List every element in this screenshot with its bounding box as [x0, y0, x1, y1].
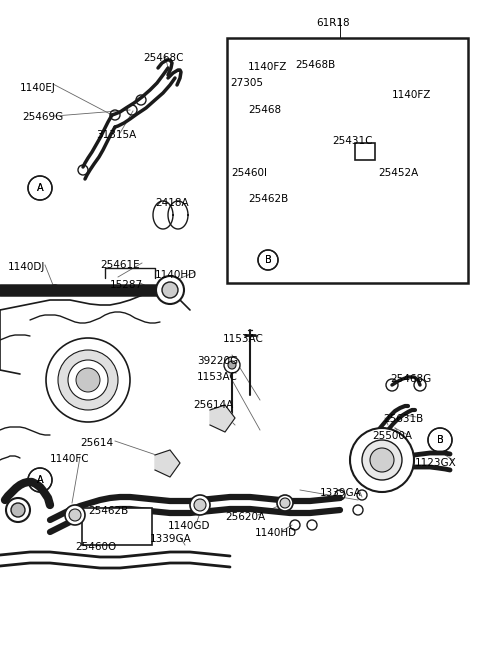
Text: 1153AC: 1153AC: [197, 372, 238, 382]
Circle shape: [58, 350, 118, 410]
Text: 25462B: 25462B: [88, 506, 128, 516]
Text: 25468B: 25468B: [295, 60, 335, 70]
Text: 1123GX: 1123GX: [415, 458, 457, 468]
Circle shape: [6, 498, 30, 522]
Text: 1140HD: 1140HD: [155, 270, 197, 280]
Circle shape: [370, 448, 394, 472]
Bar: [82, 508, 152, 545]
Circle shape: [69, 509, 81, 521]
Text: 1153AC: 1153AC: [223, 334, 264, 344]
Text: A: A: [36, 475, 43, 485]
Circle shape: [11, 503, 25, 517]
Text: A: A: [36, 183, 43, 193]
Circle shape: [350, 428, 414, 492]
Text: B: B: [437, 435, 444, 445]
Circle shape: [362, 440, 402, 480]
Text: 1140FC: 1140FC: [50, 454, 90, 464]
Polygon shape: [210, 405, 235, 432]
Text: A: A: [36, 475, 43, 485]
Circle shape: [156, 276, 184, 304]
Text: 25614A: 25614A: [193, 400, 233, 410]
Text: 1140FZ: 1140FZ: [248, 62, 288, 72]
Circle shape: [190, 495, 210, 515]
Text: 1339GA: 1339GA: [320, 488, 362, 498]
Text: 1140FZ: 1140FZ: [392, 90, 432, 100]
Text: 25500A: 25500A: [372, 431, 412, 441]
Circle shape: [76, 368, 100, 392]
Text: 31315A: 31315A: [96, 130, 136, 140]
Text: 25468G: 25468G: [390, 374, 431, 384]
Polygon shape: [168, 201, 188, 229]
Text: 1140HD: 1140HD: [255, 528, 297, 538]
Text: 25452A: 25452A: [378, 168, 418, 178]
Text: A: A: [36, 183, 43, 193]
Text: 25460O: 25460O: [75, 542, 116, 552]
Circle shape: [194, 499, 206, 511]
Text: 25620A: 25620A: [225, 512, 265, 522]
Circle shape: [277, 495, 293, 511]
Circle shape: [224, 357, 240, 373]
Text: 39220G: 39220G: [197, 356, 238, 366]
Text: 1140EJ: 1140EJ: [20, 83, 56, 93]
Text: 15287: 15287: [110, 280, 143, 290]
Text: 25461E: 25461E: [100, 260, 140, 270]
Text: 25614: 25614: [80, 438, 113, 448]
Text: B: B: [264, 255, 271, 265]
Text: 25468: 25468: [248, 105, 281, 115]
Text: 25468C: 25468C: [143, 53, 183, 63]
Text: 1140DJ: 1140DJ: [8, 262, 46, 272]
Circle shape: [162, 282, 178, 298]
Text: 25462B: 25462B: [248, 194, 288, 204]
Text: B: B: [264, 255, 271, 265]
Polygon shape: [155, 450, 180, 477]
Text: 25460I: 25460I: [231, 168, 267, 178]
Text: 2418A: 2418A: [155, 198, 189, 208]
Bar: [355, 143, 375, 160]
Circle shape: [228, 361, 236, 369]
Circle shape: [65, 505, 85, 525]
Circle shape: [280, 498, 290, 508]
Circle shape: [46, 338, 130, 422]
Circle shape: [68, 360, 108, 400]
Text: 25631B: 25631B: [383, 414, 423, 424]
Text: 1339GA: 1339GA: [150, 534, 192, 544]
Text: 61R18: 61R18: [316, 18, 349, 28]
Text: B: B: [437, 435, 444, 445]
Text: 27305: 27305: [230, 78, 263, 88]
Text: 1140GD: 1140GD: [168, 521, 211, 531]
Text: 25431C: 25431C: [332, 136, 372, 146]
Polygon shape: [153, 201, 173, 229]
Bar: [227, 38, 468, 283]
Text: 25469G: 25469G: [22, 112, 63, 122]
